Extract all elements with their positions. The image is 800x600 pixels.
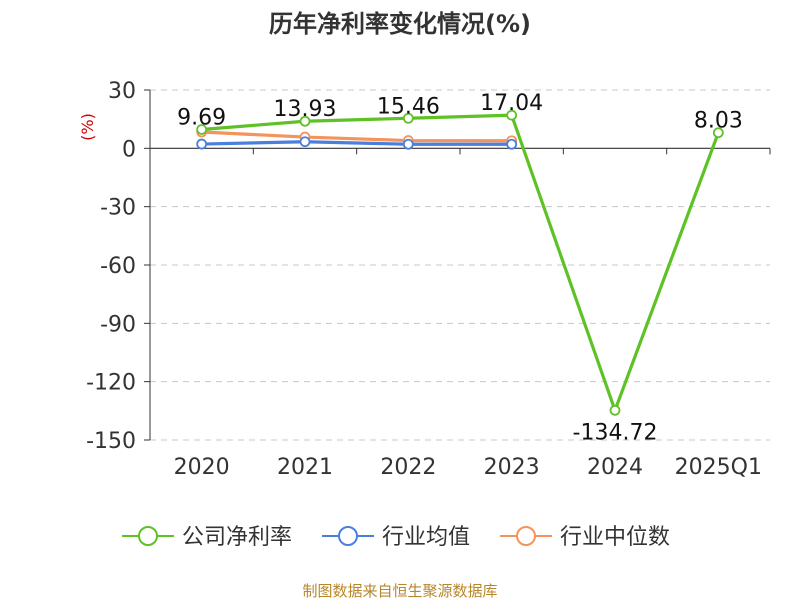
y-tick-label: -120 [86, 371, 136, 396]
legend-marker [138, 526, 158, 546]
legend-label: 公司净利率 [182, 525, 292, 550]
data-point [609, 404, 621, 416]
data-label: 15.46 [377, 94, 440, 119]
x-tick-label: 2021 [277, 455, 333, 480]
x-tick-label: 2020 [174, 455, 230, 480]
data-point [506, 138, 518, 150]
data-labels: 9.69 13.93 15.46 17.04 -134.72 8.03 [177, 91, 743, 445]
data-point [299, 115, 311, 127]
y-tick-label: -150 [86, 429, 136, 454]
x-tick-label: 2023 [484, 455, 540, 480]
data-label: 17.04 [480, 91, 543, 116]
grid [150, 89, 770, 441]
data-label: 9.69 [177, 105, 226, 130]
data-label: 8.03 [694, 109, 743, 134]
legend-marker [516, 526, 536, 546]
data-point [196, 138, 208, 150]
legend-label: 行业均值 [382, 525, 470, 550]
series-line [201, 113, 720, 412]
series-line [201, 140, 512, 146]
source-note: 制图数据来自恒生聚源数据库 [302, 582, 497, 600]
y-tick-label: -60 [100, 254, 136, 279]
chart-title: 历年净利率变化情况(%) [269, 10, 531, 38]
data-label: 13.93 [274, 97, 337, 122]
data-point [712, 127, 724, 139]
series-lines [196, 109, 724, 416]
series-line [201, 130, 512, 143]
axes: 30 0 -30 -60 -90 -120 -150 2020 2021 2022 2023 2024… [86, 79, 771, 480]
data-point [402, 138, 414, 150]
data-label: -134.72 [573, 420, 658, 445]
y-tick-label: 30 [108, 79, 136, 104]
legend: 公司净利率 行业均值 行业中位数 [122, 525, 670, 550]
y-tick-label: 0 [122, 137, 136, 162]
data-point [196, 124, 208, 135]
legend-marker [338, 526, 358, 546]
y-tick-label: -90 [100, 312, 136, 337]
data-point [506, 109, 518, 121]
data-point [299, 136, 311, 148]
x-tick-label: 2022 [380, 455, 436, 480]
y-axis-label: (%) [78, 113, 97, 141]
legend-label: 行业中位数 [560, 525, 670, 550]
y-tick-label: -30 [100, 196, 136, 221]
x-tick-label: 2024 [587, 455, 643, 480]
data-point [402, 112, 414, 124]
x-tick-label: 2025Q1 [675, 455, 762, 480]
